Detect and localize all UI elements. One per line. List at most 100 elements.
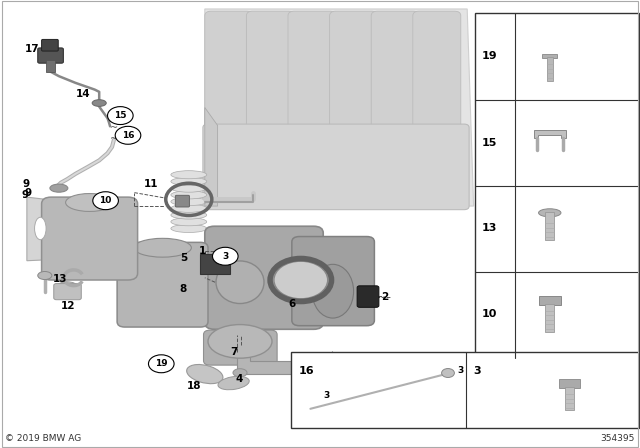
Text: 11: 11 bbox=[144, 179, 159, 189]
FancyBboxPatch shape bbox=[42, 39, 58, 51]
Text: 3: 3 bbox=[222, 252, 228, 261]
Ellipse shape bbox=[171, 211, 207, 219]
Text: 8: 8 bbox=[179, 284, 186, 294]
FancyBboxPatch shape bbox=[246, 11, 294, 139]
Circle shape bbox=[274, 261, 328, 299]
Text: 4: 4 bbox=[236, 374, 243, 383]
Circle shape bbox=[314, 386, 339, 404]
FancyBboxPatch shape bbox=[175, 195, 189, 207]
FancyBboxPatch shape bbox=[413, 11, 461, 139]
FancyBboxPatch shape bbox=[205, 11, 253, 139]
Bar bbox=[547, 57, 553, 81]
Ellipse shape bbox=[50, 184, 68, 192]
Ellipse shape bbox=[171, 177, 207, 185]
FancyBboxPatch shape bbox=[204, 330, 277, 365]
Ellipse shape bbox=[171, 184, 207, 192]
Text: 9: 9 bbox=[21, 190, 28, 200]
Bar bbox=[545, 212, 554, 240]
Ellipse shape bbox=[316, 369, 330, 377]
FancyBboxPatch shape bbox=[330, 11, 378, 139]
Ellipse shape bbox=[171, 204, 207, 212]
Text: 13: 13 bbox=[481, 224, 497, 233]
Text: 17: 17 bbox=[24, 44, 39, 54]
Polygon shape bbox=[205, 108, 218, 206]
FancyBboxPatch shape bbox=[288, 11, 336, 139]
Polygon shape bbox=[237, 334, 326, 374]
Bar bbox=[371, 20, 378, 130]
Polygon shape bbox=[27, 197, 53, 261]
Text: 18: 18 bbox=[187, 381, 202, 391]
Polygon shape bbox=[534, 130, 566, 138]
Circle shape bbox=[108, 107, 133, 125]
Text: 19: 19 bbox=[481, 51, 497, 61]
Text: 3: 3 bbox=[323, 391, 330, 400]
Circle shape bbox=[148, 355, 174, 373]
FancyBboxPatch shape bbox=[54, 284, 81, 300]
Bar bbox=[565, 387, 574, 410]
FancyBboxPatch shape bbox=[559, 379, 580, 388]
Circle shape bbox=[212, 247, 238, 265]
Ellipse shape bbox=[312, 264, 354, 318]
Ellipse shape bbox=[171, 224, 207, 233]
Ellipse shape bbox=[216, 261, 264, 304]
Ellipse shape bbox=[538, 209, 561, 217]
Text: 1: 1 bbox=[199, 246, 206, 256]
Ellipse shape bbox=[171, 218, 207, 226]
FancyBboxPatch shape bbox=[117, 242, 208, 327]
Text: 15: 15 bbox=[481, 138, 497, 148]
Text: 3: 3 bbox=[458, 366, 464, 375]
FancyBboxPatch shape bbox=[200, 254, 230, 274]
Ellipse shape bbox=[38, 271, 52, 280]
Text: 14: 14 bbox=[76, 89, 90, 99]
Ellipse shape bbox=[57, 282, 77, 292]
Circle shape bbox=[442, 369, 454, 378]
Text: 10: 10 bbox=[481, 310, 497, 319]
Text: 5: 5 bbox=[180, 253, 188, 263]
FancyBboxPatch shape bbox=[292, 237, 374, 326]
Text: 354395: 354395 bbox=[600, 434, 635, 443]
Bar bbox=[246, 20, 253, 130]
Bar bbox=[475, 13, 639, 358]
Ellipse shape bbox=[187, 365, 223, 383]
Bar bbox=[542, 54, 557, 58]
Bar bbox=[288, 20, 294, 130]
FancyBboxPatch shape bbox=[38, 48, 63, 63]
Ellipse shape bbox=[171, 198, 207, 206]
Text: 13: 13 bbox=[52, 274, 67, 284]
Text: 10: 10 bbox=[99, 196, 112, 205]
Circle shape bbox=[93, 192, 118, 210]
Ellipse shape bbox=[134, 238, 191, 257]
FancyBboxPatch shape bbox=[371, 11, 419, 139]
Ellipse shape bbox=[66, 194, 114, 211]
Circle shape bbox=[448, 362, 474, 380]
FancyBboxPatch shape bbox=[205, 226, 323, 329]
Text: 6: 6 bbox=[289, 299, 296, 309]
Bar bbox=[330, 20, 336, 130]
Circle shape bbox=[115, 126, 141, 144]
Text: 12: 12 bbox=[61, 301, 76, 310]
Ellipse shape bbox=[218, 376, 249, 390]
Text: 3: 3 bbox=[474, 366, 481, 376]
Ellipse shape bbox=[171, 191, 207, 199]
Text: ~
~: ~ ~ bbox=[110, 123, 118, 144]
FancyBboxPatch shape bbox=[46, 60, 55, 72]
Text: 2: 2 bbox=[381, 292, 388, 302]
Ellipse shape bbox=[92, 99, 106, 107]
FancyBboxPatch shape bbox=[357, 286, 379, 307]
Bar bbox=[413, 20, 419, 130]
FancyBboxPatch shape bbox=[539, 296, 561, 305]
Text: 15: 15 bbox=[114, 111, 127, 120]
Text: 9: 9 bbox=[22, 179, 29, 189]
Text: 7: 7 bbox=[230, 347, 238, 357]
Text: 16: 16 bbox=[299, 366, 314, 376]
Text: 9: 9 bbox=[24, 188, 31, 198]
Ellipse shape bbox=[35, 217, 46, 240]
Ellipse shape bbox=[171, 171, 207, 179]
Text: 19: 19 bbox=[155, 359, 168, 368]
Ellipse shape bbox=[208, 324, 272, 358]
FancyBboxPatch shape bbox=[42, 197, 138, 280]
Text: 16: 16 bbox=[122, 131, 134, 140]
Bar bbox=[291, 352, 639, 428]
Polygon shape bbox=[205, 9, 474, 206]
Bar bbox=[545, 304, 554, 332]
